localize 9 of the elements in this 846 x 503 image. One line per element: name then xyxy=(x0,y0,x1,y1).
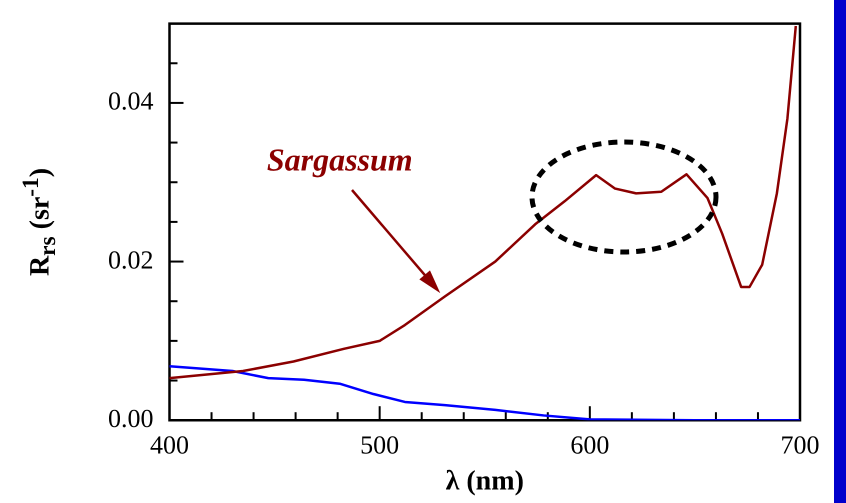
x-tick-label: 600 xyxy=(570,430,610,460)
x-axis-title: λ (nm) xyxy=(446,465,524,496)
x-tick-label: 500 xyxy=(360,430,400,460)
text: 0.00 xyxy=(108,404,154,434)
y-tick-label: 0.04 xyxy=(108,86,154,116)
y-tick-label: 0.02 xyxy=(108,245,154,274)
x-tick-label: 400 xyxy=(150,430,189,460)
x-tick-label: 700 xyxy=(780,430,820,460)
annotation: Sargassum xyxy=(266,142,413,178)
